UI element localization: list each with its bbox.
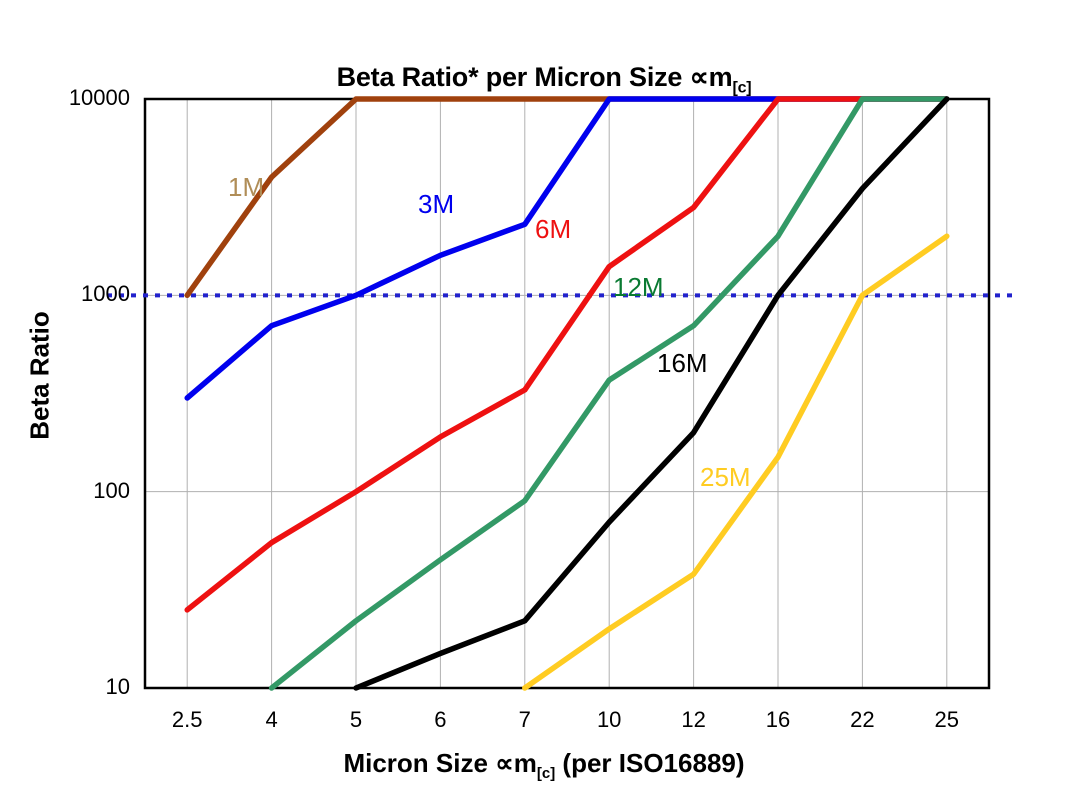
chart-title: Beta Ratio* per Micron Size ∝m[c]: [0, 62, 1088, 97]
series-line-12M: [268, 96, 950, 691]
y-axis-tick-label: 10: [105, 674, 130, 699]
series-line-16M: [353, 96, 950, 691]
x-axis-title-main: Micron Size ∝m: [343, 748, 537, 778]
x-axis-tick-label: 25: [934, 707, 960, 732]
x-axis-title-subscript: [c]: [536, 765, 556, 783]
series-label-16M: 16M: [657, 348, 708, 378]
series-line-6M: [184, 96, 950, 613]
y-axis-tick-label: 1000: [81, 281, 130, 307]
y-axis-tick-label: 10000: [68, 85, 130, 110]
x-axis-tick-label: 2.5: [171, 707, 203, 732]
x-axis-tick-label: 12: [681, 707, 706, 732]
series-line-25M: [522, 233, 950, 691]
series-lines: [184, 96, 950, 691]
x-axis-tick-label: 4: [265, 707, 278, 732]
chart-title-subscript: [c]: [732, 79, 752, 97]
x-axis-tick-label: 6: [434, 707, 447, 732]
y-axis-tick-label: 100: [93, 477, 130, 503]
series-label-6M: 6M: [535, 214, 572, 244]
chart-title-main: Beta Ratio* per Micron Size ∝m: [336, 62, 733, 92]
series-label-1M: 1M: [228, 172, 265, 202]
series-line-1M: [184, 96, 950, 299]
series-label-25M: 25M: [700, 462, 751, 492]
series-label-12M: 12M: [613, 272, 664, 302]
x-axis-tick-label: 5: [349, 707, 363, 732]
x-axis-tick-label: 22: [850, 707, 875, 732]
x-axis-title-tail: (per ISO16889): [555, 748, 745, 778]
series-label-3M: 3M: [418, 189, 455, 219]
x-axis-tick-label: 10: [596, 707, 622, 732]
x-axis-tick-label: 16: [765, 707, 791, 732]
x-axis-tick-label: 7: [518, 707, 531, 732]
x-axis-title: Micron Size ∝m[c] (per ISO16889): [0, 748, 1088, 782]
